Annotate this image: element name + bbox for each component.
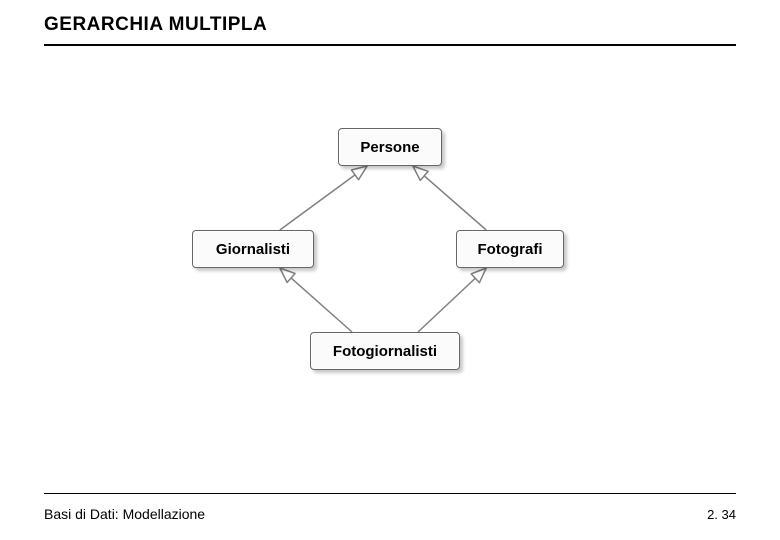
hierarchy-diagram: Persone Giornalisti Fotografi Fotogiornalis… [140,120,640,420]
page-title: GERARCHIA MULTIPLA [44,14,267,36]
node-persone: Persone [338,128,442,166]
node-fotografi: Fotografi [456,230,564,268]
footer-left: Basi di Dati: Modellazione [44,506,205,522]
divider-bottom [44,493,736,494]
node-giornalisti: Giornalisti [192,230,314,268]
divider-top [44,44,736,46]
node-fotogiornalisti: Fotogiornalisti [310,332,460,370]
footer-right: 2. 34 [707,507,736,522]
slide: GERARCHIA MULTIPLA Persone Giornalisti Fot… [0,0,780,540]
